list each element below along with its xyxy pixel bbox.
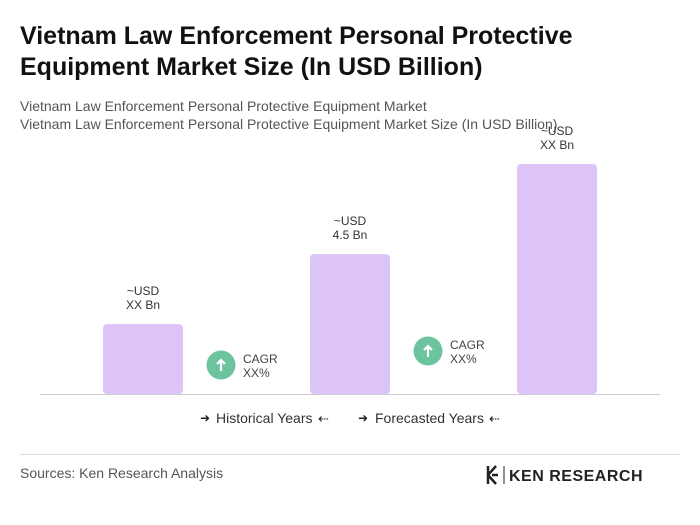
chart-title: Equipment Market Size (In USD Billion) (20, 53, 483, 81)
cagr-arrow (216, 358, 226, 371)
logo: KEN RESEARCH (486, 465, 643, 485)
source: Sources: Ken Research Analysis (20, 465, 223, 481)
legend-label: Forecasted Years (375, 410, 484, 426)
chart-title: Vietnam Law Enforcement Personal Protect… (20, 22, 573, 50)
arrow: ➜ (200, 411, 210, 425)
logo-mark (486, 465, 498, 485)
bar (517, 164, 597, 394)
brand: KEN RESEARCH (509, 468, 643, 485)
arrow: ⇠ (489, 411, 500, 426)
value-label: 4.5 Bn (333, 228, 368, 242)
value-label: XX Bn (540, 138, 574, 152)
cagr-label: XX% (450, 352, 477, 366)
subtitle: Vietnam Law Enforcement Personal Protect… (20, 116, 557, 132)
value-label: ~USD (127, 284, 160, 298)
bar (103, 324, 183, 394)
arrow: ➜ (358, 411, 368, 425)
bar (310, 254, 390, 394)
cagr-label: CAGR (450, 338, 485, 352)
legend: ➜ Historical Years ⇠ ➜ Forecasted Years … (200, 410, 500, 426)
cagr-label: CAGR (243, 352, 278, 366)
cagr-label: XX% (243, 366, 270, 380)
cagr-arrow (423, 344, 433, 357)
arrow: ⇠ (318, 411, 329, 426)
value-label: XX Bn (126, 298, 160, 312)
value-label: ~USD (541, 124, 574, 138)
value-label: ~USD (334, 214, 367, 228)
subtitle: Vietnam Law Enforcement Personal Protect… (20, 98, 427, 114)
legend-label: Historical Years (216, 410, 313, 426)
